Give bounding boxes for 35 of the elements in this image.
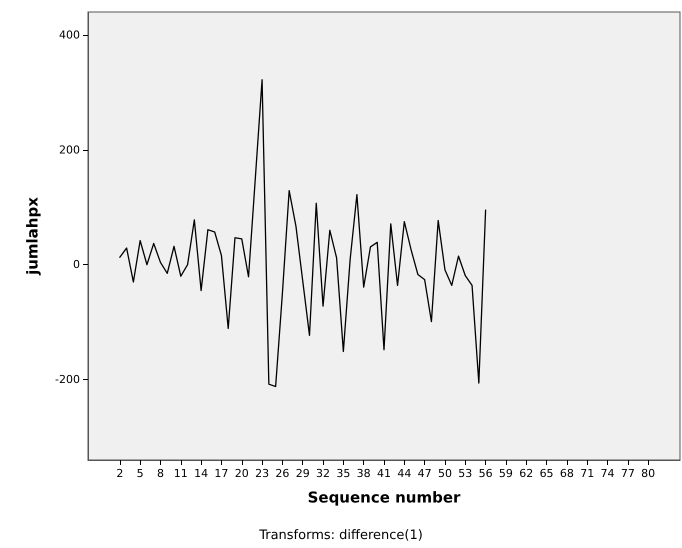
- y-tick-label: 200: [59, 143, 80, 156]
- x-tick-label: 59: [498, 467, 513, 480]
- line-series: [119, 79, 486, 388]
- x-tick-label: 8: [156, 467, 164, 480]
- x-tick-label: 38: [356, 467, 371, 480]
- x-tick-label: 23: [255, 467, 270, 480]
- x-tick-label: 74: [600, 467, 615, 480]
- x-tick-label: 71: [580, 467, 594, 480]
- x-tick-label: 53: [458, 467, 472, 480]
- x-tick-label: 17: [214, 467, 228, 480]
- x-tick-label: 65: [540, 467, 554, 480]
- x-tick-label: 50: [438, 467, 452, 480]
- x-tick-label: 26: [275, 467, 290, 480]
- x-tick-label: 80: [641, 467, 656, 480]
- text: Transforms: difference(1): [258, 528, 423, 543]
- x-tick-label: 11: [174, 467, 188, 480]
- y-axis-title: jumlahpx: [24, 196, 42, 276]
- x-tick-label: 44: [397, 467, 412, 480]
- x-tick-label: 62: [519, 467, 534, 480]
- x-tick-label: 20: [234, 467, 249, 480]
- x-tick-label: 32: [316, 467, 330, 480]
- x-tick-label: 14: [194, 467, 208, 480]
- x-tick-label: 56: [478, 467, 493, 480]
- x-tick-label: 41: [377, 467, 391, 480]
- y-tick-label: 400: [59, 28, 80, 42]
- x-tick-label: 77: [620, 467, 635, 480]
- x-tick-label: 68: [560, 467, 574, 480]
- x-tick-label: 29: [296, 467, 310, 480]
- x-tick-label: 35: [336, 467, 350, 480]
- x-axis-title: Sequence number: [308, 488, 462, 506]
- y-tick-label: 0: [73, 258, 80, 272]
- x-tick-label: 47: [418, 467, 432, 480]
- x-tick-label: 5: [136, 467, 144, 480]
- y-tick-label: -200: [55, 373, 80, 386]
- x-tick-label: 2: [116, 467, 124, 480]
